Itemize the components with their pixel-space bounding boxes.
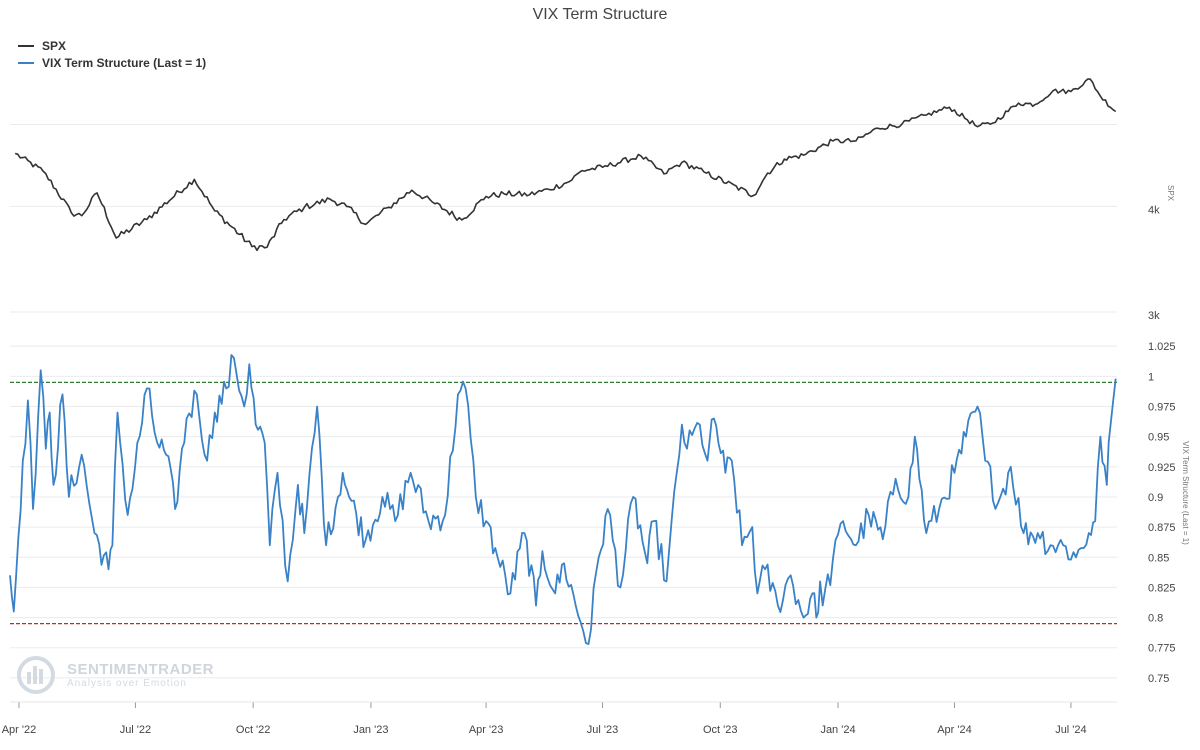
y-tick-label: 0.975 bbox=[1148, 401, 1176, 413]
legend-swatch-spx bbox=[18, 44, 34, 47]
y-tick-label: 0.85 bbox=[1148, 552, 1169, 564]
legend-swatch-vix bbox=[18, 61, 34, 64]
vix-axis-title: VIX Term Structure (Last = 1) bbox=[1181, 441, 1190, 545]
x-tick-label: Apr '24 bbox=[937, 724, 972, 736]
legend: SPX VIX Term Structure (Last = 1) bbox=[18, 37, 206, 71]
legend-label-vix: VIX Term Structure (Last = 1) bbox=[42, 55, 207, 70]
y-tick-label: 4k bbox=[1148, 204, 1160, 216]
y-tick-label: 0.9 bbox=[1148, 492, 1163, 504]
x-tick-label: Jul '23 bbox=[587, 724, 618, 736]
logo-bar-icon bbox=[33, 666, 37, 684]
y-tick-label: 0.775 bbox=[1148, 643, 1176, 655]
legend-label-spx: SPX bbox=[42, 38, 67, 53]
x-tick-label: Oct '23 bbox=[703, 724, 738, 736]
x-tick-label: Apr '23 bbox=[469, 724, 504, 736]
y-axis-tick-labels: 3k 4k 0.75 0.775 0.8 0.825 0.85 0.875 0.9 0.925 0.… bbox=[1148, 204, 1176, 684]
logo-bar-icon bbox=[27, 672, 31, 684]
y-tick-label: 0.75 bbox=[1148, 673, 1169, 685]
x-tick-label: Jul '24 bbox=[1055, 724, 1086, 736]
x-tick-label: Apr '22 bbox=[2, 724, 37, 736]
logo-tagline: Analysis over Emotion bbox=[67, 678, 187, 689]
sentimentrader-logo: SENTIMENTRADER Analysis over Emotion bbox=[17, 656, 214, 694]
y-tick-label: 0.925 bbox=[1148, 462, 1176, 474]
x-axis-tick-labels: Apr '22 Jul '22 Oct '22 Jan '23 Apr '23 Jul '… bbox=[2, 701, 1117, 736]
y-tick-label: 0.95 bbox=[1148, 432, 1169, 444]
y-tick-label: 0.8 bbox=[1148, 613, 1163, 625]
y-tick-label: 1 bbox=[1148, 371, 1154, 383]
x-tick-label: Jan '23 bbox=[353, 724, 388, 736]
logo-wordmark: SENTIMENTRADER bbox=[67, 661, 214, 678]
y-tick-label: 0.875 bbox=[1148, 522, 1176, 534]
y-tick-label: 1.025 bbox=[1148, 341, 1176, 353]
x-tick-label: Jul '22 bbox=[120, 724, 151, 736]
x-tick-label: Oct '22 bbox=[236, 724, 271, 736]
logo-ring-icon bbox=[17, 656, 55, 694]
x-tick-label: Jan '24 bbox=[820, 724, 855, 736]
series-lines bbox=[9, 78, 1117, 645]
spx-series-line bbox=[14, 78, 1117, 252]
legend-item-vix-term-structure[interactable]: VIX Term Structure (Last = 1) bbox=[18, 54, 206, 71]
reference-lines bbox=[10, 381, 1117, 625]
chart-title: VIX Term Structure bbox=[532, 6, 668, 23]
vix-term-structure-series-line bbox=[9, 354, 1117, 645]
axis-titles: SPX VIX Term Structure (Last = 1) bbox=[1166, 185, 1190, 545]
spx-axis-title: SPX bbox=[1166, 185, 1175, 202]
y-tick-label: 0.825 bbox=[1148, 582, 1176, 594]
grid-lines bbox=[10, 123, 1117, 679]
legend-item-spx[interactable]: SPX bbox=[18, 37, 206, 54]
logo-bar-icon bbox=[39, 669, 43, 684]
y-tick-label: 3k bbox=[1148, 310, 1160, 322]
